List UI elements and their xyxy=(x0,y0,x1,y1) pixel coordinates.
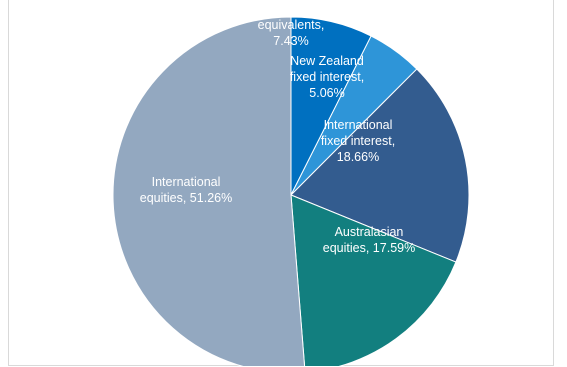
slice-label: International fixed interest, 18.66% xyxy=(321,118,395,164)
pie-slice-international-equities xyxy=(112,16,306,366)
pie-slice-international-fixed-interest xyxy=(290,68,470,263)
chart-frame: Cash and cash equivalents, 7.43% New Zealan… xyxy=(8,0,554,366)
slice-label: Cash and cash equivalents, 7.43% xyxy=(249,2,332,48)
slice-label: New Zealand fixed interest, 5.06% xyxy=(290,54,364,100)
pie-slice-australasian-equities xyxy=(290,194,457,366)
slice-label: International equities, 51.26% xyxy=(140,175,232,205)
slice-label: Australasian equities, 17.59% xyxy=(323,225,415,255)
pie-chart: Cash and cash equivalents, 7.43% New Zealan… xyxy=(112,2,470,366)
